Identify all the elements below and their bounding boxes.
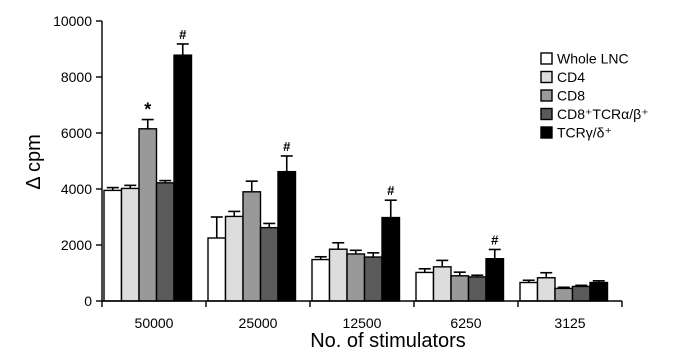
significance-marker: * [144,100,151,120]
plot-area: 0 2000 4000 6000 8000 10000 50000 25000 12500 625… [53,13,623,331]
bar [155,182,175,302]
y-tick-label: 2000 [61,237,92,253]
bar [415,271,435,302]
bar [346,253,366,302]
x-tick-label: 6250 [450,315,481,331]
bar [519,281,539,302]
bar [432,266,452,302]
legend-label: TCRγ/δ⁺ [557,125,612,141]
y-tick-label: 4000 [61,181,92,197]
x-tick-label: 50000 [135,315,174,331]
bar [138,128,158,302]
legend-label: Whole LNC [557,51,629,67]
bar [207,237,227,302]
bar [103,189,123,302]
y-tick-label: 6000 [61,125,92,141]
significance-marker: # [387,183,395,198]
significance-marker: # [283,139,291,154]
x-tick-label: 25000 [239,315,278,331]
bar [224,215,244,302]
bar [381,216,401,302]
y-tick-label: 8000 [61,69,92,85]
legend-swatch [540,126,553,139]
y-tick-label: 0 [84,293,92,309]
bar [536,277,556,302]
bar [485,258,505,302]
legend-swatch [540,107,553,121]
legend-swatch [540,89,553,102]
bar [571,285,591,302]
x-tick-label: 3125 [554,315,585,331]
bar [277,170,297,302]
bar [589,281,609,302]
significance-marker: # [179,27,187,42]
bar [311,258,331,302]
y-tick-label: 10000 [53,13,92,29]
x-tick-label: 12500 [343,315,382,331]
legend-label: CD8 [557,88,585,104]
legend-swatch [540,70,553,84]
bar [328,248,348,302]
bar [173,54,193,302]
y-axis-title: Δ cpm [23,134,45,190]
legend-label: CD8⁺TCRα/β⁺ [557,106,649,122]
x-axis-title: No. of stimulators [310,330,466,352]
bar [363,256,383,302]
bar [467,276,487,302]
bar [242,191,262,302]
bar [120,187,140,302]
bar [450,275,470,302]
legend-swatch [540,52,553,65]
bar [259,226,279,302]
legend-label: CD4 [557,69,585,85]
bar [554,287,574,302]
legend: Whole LNC CD4 CD8 CD8⁺TCRα/β⁺ TCRγ/δ⁺ [540,51,649,141]
significance-marker: # [491,232,499,247]
